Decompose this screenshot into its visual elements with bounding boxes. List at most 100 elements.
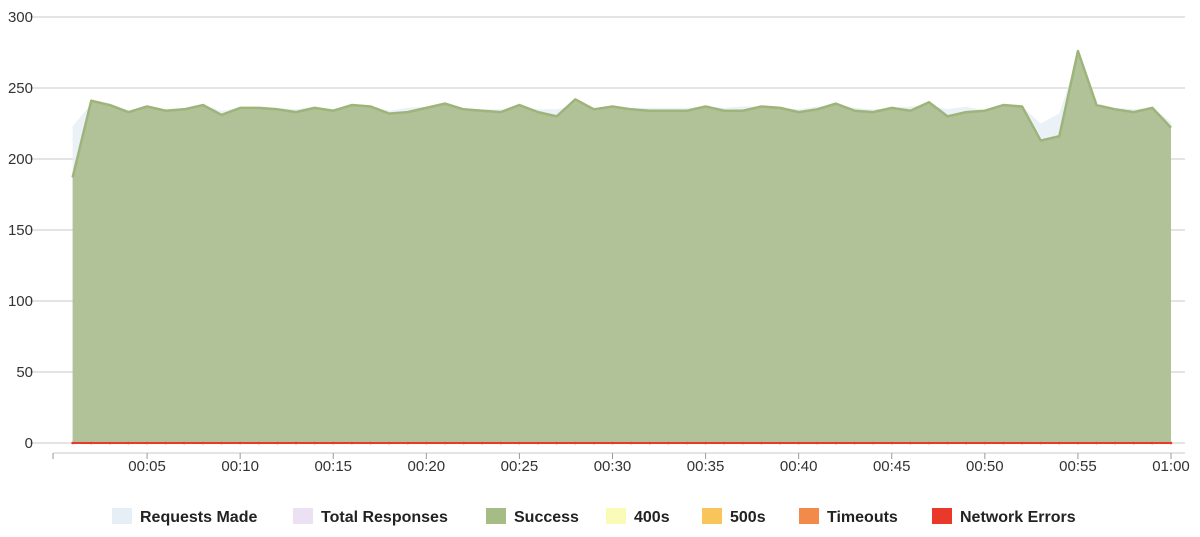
- point-network-errors: [778, 441, 782, 445]
- y-tick-label: 0: [25, 435, 33, 452]
- x-tick-label: 01:00: [1152, 458, 1190, 475]
- point-network-errors: [462, 441, 465, 445]
- point-network-errors: [294, 441, 298, 445]
- x-tick-label: 00:35: [687, 458, 725, 475]
- point-network-errors: [406, 441, 410, 445]
- legend-swatch: [293, 508, 313, 524]
- y-tick-label: 100: [8, 293, 33, 310]
- point-network-errors: [946, 441, 949, 445]
- point-network-errors: [573, 441, 577, 445]
- legend-item-timeouts[interactable]: Timeouts: [799, 508, 898, 526]
- legend-item-400s[interactable]: 400s: [606, 508, 670, 526]
- point-network-errors: [499, 441, 503, 445]
- point-network-errors: [536, 441, 540, 445]
- axes: 0 50 100 150 200 250 300 00:05 00:10 00:15 00:20 00…: [8, 9, 1190, 475]
- legend-label: 500s: [730, 509, 766, 526]
- legend-swatch: [606, 508, 626, 524]
- point-network-errors: [1020, 441, 1024, 445]
- point-network-errors: [964, 441, 968, 445]
- point-network-errors: [127, 441, 130, 445]
- point-network-errors: [1113, 441, 1117, 445]
- line-success: [71, 49, 1172, 178]
- point-network-errors: [1002, 441, 1005, 445]
- point-network-errors: [815, 441, 819, 445]
- legend-label: Timeouts: [827, 509, 898, 526]
- legend-item-network-errors[interactable]: Network Errors: [932, 508, 1076, 526]
- legend-swatch: [486, 508, 506, 524]
- point-network-errors: [257, 441, 261, 445]
- y-tick-label: 250: [8, 80, 33, 97]
- legend-label: Success: [514, 509, 579, 526]
- x-tick-label: 00:55: [1059, 458, 1097, 475]
- point-network-errors: [331, 441, 335, 445]
- point-network-errors: [760, 441, 763, 445]
- point-network-errors: [71, 441, 74, 445]
- point-network-errors: [387, 441, 391, 445]
- point-network-errors: [685, 441, 689, 445]
- area-success: [72, 51, 1171, 443]
- x-tick-label: 00:50: [966, 458, 1004, 475]
- point-network-errors: [741, 441, 745, 445]
- x-tick-label: 00:10: [221, 458, 259, 475]
- point-network-errors: [648, 441, 652, 445]
- point-network-errors: [983, 441, 987, 445]
- point-network-errors: [667, 441, 670, 445]
- legend-label: 400s: [634, 509, 670, 526]
- x-tick-label: 00:30: [594, 458, 632, 475]
- legend-label: Requests Made: [140, 509, 257, 526]
- point-network-errors: [425, 441, 428, 445]
- legend-item-success[interactable]: Success: [486, 508, 579, 526]
- y-tick-label: 200: [8, 151, 33, 168]
- point-network-errors: [238, 441, 242, 445]
- legend-label: Network Errors: [960, 509, 1076, 526]
- x-tick-label: 00:45: [873, 458, 911, 475]
- legend-swatch: [112, 508, 132, 524]
- point-network-errors: [313, 441, 316, 445]
- point-network-errors: [722, 441, 726, 445]
- x-tick-label: 00:40: [780, 458, 818, 475]
- point-network-errors: [369, 441, 372, 445]
- point-network-errors: [1058, 441, 1061, 445]
- legend-label: Total Responses: [321, 509, 448, 526]
- series-areas: [71, 49, 1173, 445]
- y-tick-label: 300: [8, 9, 33, 26]
- point-network-errors: [871, 441, 875, 445]
- x-tick-label: 00:15: [314, 458, 352, 475]
- y-tick-label: 50: [16, 364, 33, 381]
- point-network-errors: [555, 441, 558, 445]
- point-network-errors: [276, 441, 279, 445]
- point-network-errors: [518, 441, 521, 445]
- point-network-errors: [592, 441, 596, 445]
- point-network-errors: [1095, 441, 1098, 445]
- point-network-errors: [797, 441, 800, 445]
- point-network-errors: [183, 441, 186, 445]
- point-network-errors: [1132, 441, 1136, 445]
- point-network-errors: [927, 441, 931, 445]
- legend-item-requests-made[interactable]: Requests Made: [112, 508, 257, 526]
- legend-swatch: [799, 508, 819, 524]
- point-network-errors: [704, 441, 707, 445]
- point-network-errors: [853, 441, 856, 445]
- point-network-errors: [834, 441, 838, 445]
- point-network-errors: [220, 441, 223, 445]
- point-network-errors: [1151, 441, 1154, 445]
- point-network-errors: [89, 441, 93, 445]
- x-tick-label: 00:25: [501, 458, 539, 475]
- point-network-errors: [611, 441, 614, 445]
- point-network-errors: [629, 441, 633, 445]
- legend-item-total-responses[interactable]: Total Responses: [293, 508, 448, 526]
- point-network-errors: [890, 441, 894, 445]
- point-network-errors: [108, 441, 112, 445]
- y-tick-label: 150: [8, 222, 33, 239]
- x-tick-label: 00:05: [128, 458, 166, 475]
- legend-swatch: [932, 508, 952, 524]
- point-network-errors: [1076, 441, 1080, 445]
- legend: Requests Made Total Responses Success 400s 5…: [112, 508, 1076, 526]
- point-network-errors: [909, 441, 912, 445]
- point-network-errors: [443, 441, 447, 445]
- point-network-errors: [1039, 441, 1042, 445]
- point-network-errors: [350, 441, 354, 445]
- legend-item-500s[interactable]: 500s: [702, 508, 766, 526]
